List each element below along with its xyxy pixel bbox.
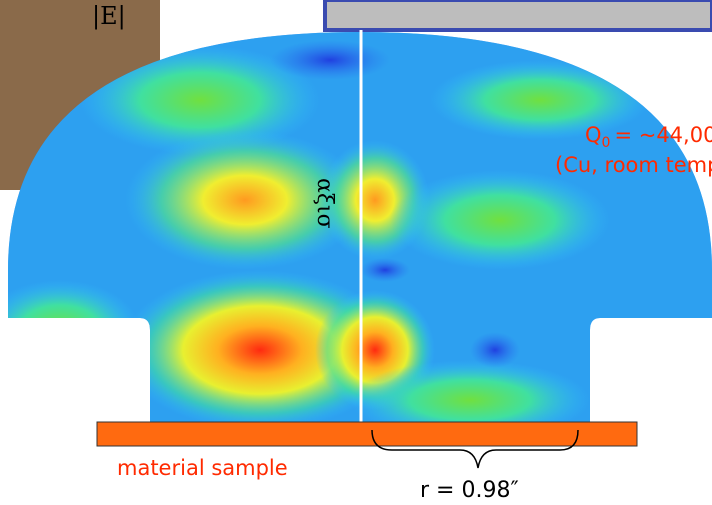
radius-label: r = 0.98″: [420, 478, 519, 503]
sample-label: material sample: [117, 456, 288, 480]
q-note: (Cu, room temp.): [555, 153, 712, 177]
diagram: |E| αξισ Q0= ~44,000 (Cu, room temp.) ma…: [0, 0, 712, 505]
sample-plate: [97, 422, 637, 446]
axis-label: αξισ: [312, 178, 337, 229]
q-subscript: 0: [602, 135, 611, 151]
q-value: = ~44,000: [614, 123, 712, 147]
photo-inset: [325, 0, 712, 30]
q-symbol: Q: [585, 123, 602, 147]
field-label: |E|: [92, 2, 126, 31]
